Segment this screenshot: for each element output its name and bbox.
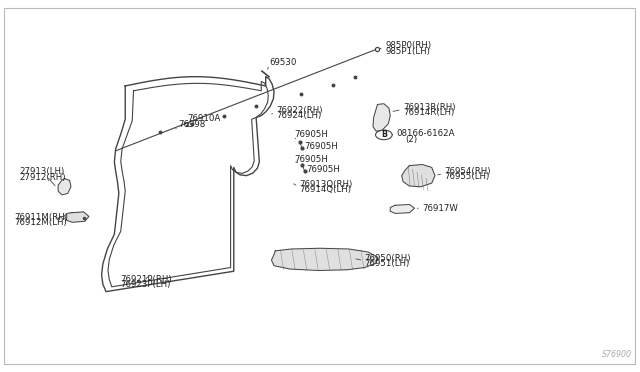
Text: 69530: 69530: [269, 58, 296, 67]
Text: 76955(LH): 76955(LH): [445, 172, 490, 181]
Text: 76905H: 76905H: [304, 142, 338, 151]
Text: 76913Q(RH): 76913Q(RH): [300, 180, 353, 189]
Text: 985P0(RH): 985P0(RH): [385, 41, 431, 51]
Polygon shape: [402, 164, 435, 187]
Polygon shape: [65, 212, 89, 222]
Text: S76900: S76900: [602, 350, 632, 359]
Text: 985P1(LH): 985P1(LH): [385, 47, 430, 56]
Polygon shape: [271, 248, 378, 270]
Text: 76917W: 76917W: [422, 204, 458, 213]
Text: 27913(LH): 27913(LH): [20, 167, 65, 176]
Text: 76922(RH): 76922(RH): [276, 106, 323, 115]
Text: 76911M(RH): 76911M(RH): [15, 213, 68, 222]
Text: 76914R(LH): 76914R(LH): [403, 108, 454, 117]
Text: 76905H: 76905H: [307, 165, 340, 174]
Text: 76951(LH): 76951(LH): [365, 259, 410, 268]
Text: 76950(RH): 76950(RH): [365, 254, 412, 263]
Text: B: B: [381, 130, 387, 140]
Polygon shape: [373, 104, 390, 131]
Text: 76921P(RH): 76921P(RH): [121, 275, 172, 284]
Text: 76913R(RH): 76913R(RH): [403, 103, 456, 112]
Text: 76923P(LH): 76923P(LH): [121, 280, 171, 289]
Text: (2): (2): [405, 135, 417, 144]
Text: 76905H: 76905H: [294, 155, 328, 164]
Text: 76912M(LH): 76912M(LH): [15, 218, 67, 227]
Text: 27912(RH): 27912(RH): [20, 173, 67, 182]
Text: 76905H: 76905H: [294, 130, 328, 140]
Text: 76914Q(LH): 76914Q(LH): [300, 185, 351, 194]
Text: 08166-6162A: 08166-6162A: [397, 129, 455, 138]
Text: 76954(RH): 76954(RH): [445, 167, 491, 176]
Text: 76998: 76998: [178, 120, 205, 129]
Text: 76910A: 76910A: [187, 114, 220, 123]
Polygon shape: [390, 205, 415, 214]
Polygon shape: [58, 179, 71, 195]
Text: 76924(LH): 76924(LH): [276, 112, 322, 121]
